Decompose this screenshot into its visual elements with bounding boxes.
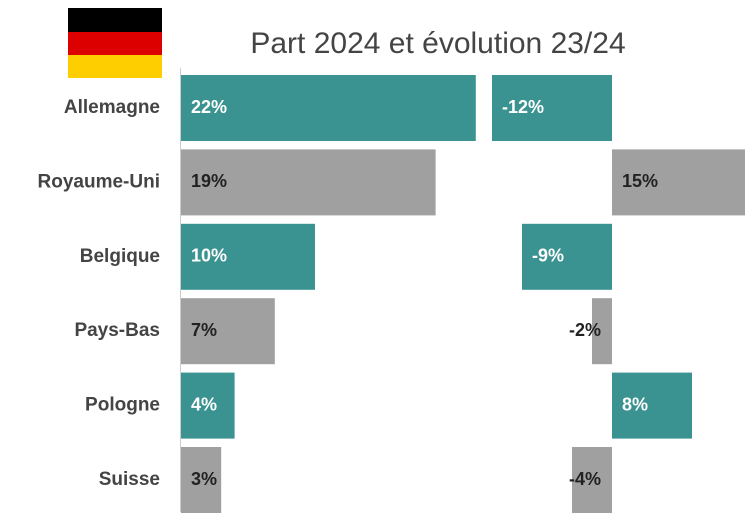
share-bar (181, 298, 275, 365)
share-label: 22% (191, 97, 227, 117)
category-label: Belgique (80, 246, 160, 267)
chart-title: Part 2024 et évolution 23/24 (250, 27, 625, 60)
evolution-bar (612, 149, 745, 216)
share-bar (181, 372, 235, 439)
share-label: 19% (191, 171, 227, 191)
evolution-label: -9% (532, 246, 564, 266)
share-label: 7% (191, 320, 217, 340)
share-label: 3% (191, 469, 217, 489)
evolution-label: 15% (622, 171, 658, 191)
flag (68, 8, 162, 78)
evolution-bar (572, 447, 612, 513)
category-label: Allemagne (64, 97, 160, 118)
share-bar (181, 75, 476, 141)
evolution-bar (492, 75, 612, 141)
share-bar (181, 223, 315, 290)
share-label: 10% (191, 246, 227, 266)
category-label: Pays-Bas (74, 320, 160, 341)
evolution-label: -2% (569, 320, 601, 340)
share-bar (181, 149, 436, 216)
category-label: Suisse (99, 469, 160, 490)
share-bar (181, 447, 222, 513)
evolution-label: -4% (569, 469, 601, 489)
evolution-bar (522, 223, 612, 290)
category-label: Pologne (85, 395, 160, 416)
evolution-label: -12% (502, 97, 544, 117)
evolution-bar (592, 298, 612, 365)
evolution-bar (612, 372, 692, 439)
evolution-label: 8% (622, 394, 648, 414)
category-label: Royaume-Uni (38, 171, 160, 192)
share-label: 4% (191, 394, 217, 414)
